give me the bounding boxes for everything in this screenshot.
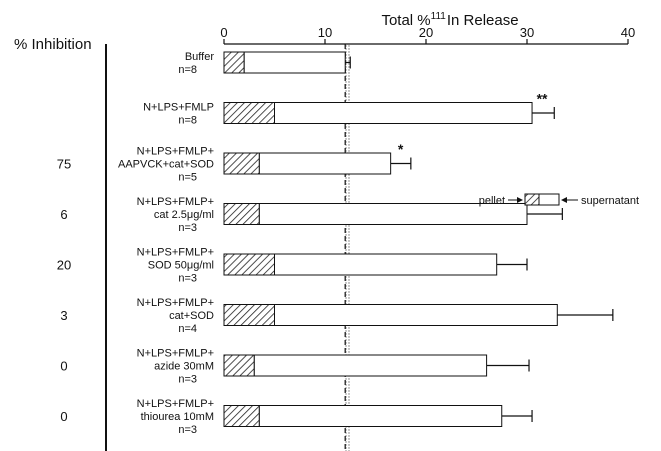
category-n-label: n=4 xyxy=(178,323,197,335)
category-n-label: n=3 xyxy=(178,374,197,386)
significance-mark: * xyxy=(398,141,404,157)
inhibition-value: 3 xyxy=(60,308,67,323)
category-label: N+LPS+FMLP+ xyxy=(137,348,214,360)
bar-pellet xyxy=(223,51,245,74)
category-label: N+LPS+FMLP+ xyxy=(137,247,214,259)
category-n-label: n=3 xyxy=(178,424,197,436)
inhibition-value: 20 xyxy=(57,258,71,273)
x-tick-label: 30 xyxy=(520,25,534,40)
category-label: azide 30mM xyxy=(154,361,214,373)
legend-pellet-label: pellet xyxy=(479,195,505,207)
category-n-label: n=8 xyxy=(178,64,197,76)
inhibition-value: 0 xyxy=(60,409,67,424)
bar-supernatant xyxy=(274,253,498,276)
legend-arrowhead-right xyxy=(561,197,567,203)
x-tick-label: 10 xyxy=(318,25,332,40)
legend-arrowhead-left xyxy=(517,197,523,203)
legend: pellet supernatant xyxy=(479,193,639,207)
category-label: N+LPS+FMLP xyxy=(143,102,214,114)
reference-band xyxy=(344,44,351,451)
category-label: cat 2.5μg/ml xyxy=(154,209,214,221)
category-label: N+LPS+FMLP+ xyxy=(137,297,214,309)
inhibition-value: 75 xyxy=(57,157,71,172)
bar-pellet xyxy=(223,203,260,225)
bar-supernatant xyxy=(274,304,558,326)
inhibition-value: 0 xyxy=(60,359,67,374)
category-label: cat+SOD xyxy=(169,310,214,322)
category-labels: Buffern=8N+LPS+FMLPn=8N+LPS+FMLP+AAPVCK+… xyxy=(118,51,214,436)
legend-pellet-swatch xyxy=(524,193,540,206)
category-label: SOD 50μg/ml xyxy=(148,260,214,272)
category-n-label: n=3 xyxy=(178,222,197,234)
legend-supernatant-swatch xyxy=(538,193,560,206)
bars: *** xyxy=(223,51,614,427)
bar-supernatant xyxy=(243,51,346,74)
category-label: thiourea 10mM xyxy=(141,411,214,423)
category-n-label: n=5 xyxy=(178,172,197,184)
bar-pellet xyxy=(223,102,275,124)
significance-mark: ** xyxy=(537,91,548,107)
inhibition-header: % Inhibition xyxy=(14,36,92,53)
x-tick-label: 40 xyxy=(621,25,635,40)
bar-supernatant xyxy=(253,354,488,377)
category-label: Buffer xyxy=(185,51,214,63)
bar-supernatant xyxy=(258,405,503,427)
category-n-label: n=3 xyxy=(178,273,197,285)
bar-pellet xyxy=(223,304,275,326)
legend-supernatant-label: supernatant xyxy=(581,195,639,207)
chart-title: Total %111In Release xyxy=(381,11,518,29)
x-axis: 0 10 20 30 40 xyxy=(220,25,635,45)
category-n-label: n=8 xyxy=(178,115,197,127)
bar-pellet xyxy=(223,152,260,175)
bar-pellet xyxy=(223,253,275,276)
bar-pellet xyxy=(223,354,255,377)
category-label: N+LPS+FMLP+ xyxy=(137,398,214,410)
x-tick-label: 20 xyxy=(419,25,433,40)
category-label: N+LPS+FMLP+ xyxy=(137,146,214,158)
category-label: N+LPS+FMLP+ xyxy=(137,196,214,208)
bar-pellet xyxy=(223,405,260,427)
inhibition-values: 75 6 20 3 0 0 xyxy=(57,157,71,425)
bar-supernatant xyxy=(274,102,533,124)
bar-supernatant xyxy=(258,152,392,175)
x-tick-label: 0 xyxy=(220,25,227,40)
inhibition-value: 6 xyxy=(60,207,67,222)
category-label: AAPVCK+cat+SOD xyxy=(118,159,214,171)
